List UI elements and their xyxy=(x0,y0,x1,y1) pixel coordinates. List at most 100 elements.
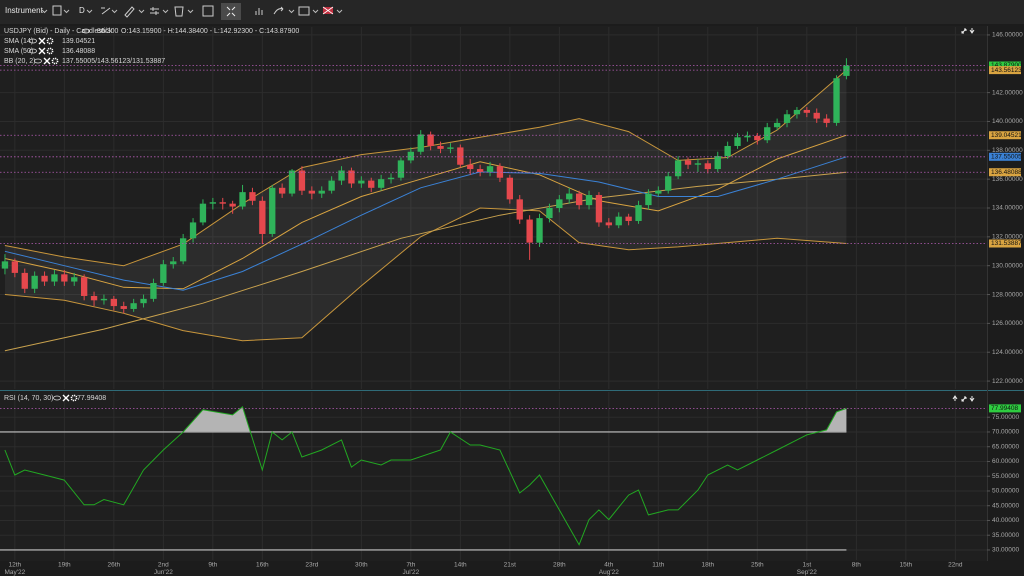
settings-icon[interactable] xyxy=(46,37,54,45)
move-down-icon[interactable] xyxy=(969,28,975,34)
indicator-line xyxy=(4,156,847,291)
settings-icon[interactable] xyxy=(70,394,78,402)
y-tick-label: 132.00000 xyxy=(992,234,1023,241)
y-tick-label: 65.00000 xyxy=(992,443,1019,450)
candle-body xyxy=(714,156,721,170)
x-tick-label: 18th xyxy=(702,562,715,569)
caret xyxy=(63,9,70,14)
x-tick-label: 25th xyxy=(751,562,764,569)
move-up-icon[interactable] xyxy=(952,395,958,401)
x-tick-label: 2nd xyxy=(158,562,169,569)
remove-icon[interactable] xyxy=(38,47,46,55)
candle-body xyxy=(516,199,523,220)
candle-body xyxy=(754,135,761,141)
layout-icon[interactable] xyxy=(202,5,214,17)
candle-body xyxy=(546,208,553,219)
candle-body xyxy=(90,295,98,301)
candle-body xyxy=(655,190,662,194)
x-tick-label: 14th xyxy=(454,562,467,569)
candle-body xyxy=(595,195,603,223)
x-tick-month: Jun'22 xyxy=(154,569,173,576)
y-tick-label: 75.00000 xyxy=(992,414,1019,421)
candle-body xyxy=(793,109,801,115)
candle-body xyxy=(615,216,622,226)
candle-body xyxy=(328,180,335,191)
share-icon[interactable] xyxy=(273,6,284,15)
caret xyxy=(86,9,93,14)
legend-entry: SMA (14) xyxy=(4,38,33,45)
interval-button[interactable]: D xyxy=(79,6,85,15)
visibility-icon[interactable] xyxy=(29,48,37,54)
y-tick-label: 134.00000 xyxy=(992,205,1023,212)
settings-icon[interactable] xyxy=(46,47,54,55)
candle-body xyxy=(605,222,612,226)
candle-body xyxy=(556,199,563,208)
caret xyxy=(162,9,169,14)
candle-body xyxy=(61,274,68,282)
visibility-icon[interactable] xyxy=(29,38,37,44)
y-tick-label: 130.00000 xyxy=(992,262,1023,269)
price-label-box xyxy=(989,131,1021,140)
price-label: 137.55005 xyxy=(991,154,1022,161)
y-tick-label: 140.00000 xyxy=(992,118,1023,125)
ohlc-readout: O:143.15900 - H:144.38400 - L:142.92300 … xyxy=(121,28,299,35)
y-tick-label: 45.00000 xyxy=(992,502,1019,509)
remove-icon[interactable] xyxy=(38,37,46,45)
pencil-icon[interactable] xyxy=(124,6,135,18)
y-tick-label: 60.00000 xyxy=(992,458,1019,465)
settings-icon[interactable] xyxy=(51,57,59,65)
indicators-icon[interactable] xyxy=(150,7,159,15)
delete-icon[interactable] xyxy=(174,6,184,17)
candle-body xyxy=(486,166,494,172)
legend-entry: BB (20, 2) xyxy=(4,58,36,65)
candle-body xyxy=(496,166,504,178)
candle-body xyxy=(387,177,395,180)
bar-icon[interactable] xyxy=(255,8,263,15)
candle-body xyxy=(665,176,672,191)
x-tick-label: 30th xyxy=(355,562,368,569)
candle-body xyxy=(358,180,365,184)
candle-body xyxy=(318,190,325,194)
y-tick-label: 30.00000 xyxy=(992,547,1019,554)
y-tick-label: 138.00000 xyxy=(992,147,1023,154)
rsi-value: 77.99408 xyxy=(77,395,106,402)
visibility-icon[interactable] xyxy=(53,395,61,401)
visibility-icon[interactable] xyxy=(34,58,42,64)
candle-body xyxy=(11,261,19,273)
draw-line-icon[interactable] xyxy=(101,7,111,15)
instrument-button[interactable]: Instrument xyxy=(5,6,44,15)
bollinger-band-fill xyxy=(4,70,847,341)
candle-body xyxy=(41,275,48,282)
candle-body xyxy=(575,193,583,206)
x-tick-label: 26th xyxy=(108,562,121,569)
window-icon[interactable] xyxy=(298,6,310,16)
maximize-icon[interactable] xyxy=(961,28,967,34)
toolbar-bg xyxy=(0,0,1024,24)
active-button[interactable] xyxy=(221,3,241,20)
maximize-icon[interactable] xyxy=(961,396,967,402)
candle-body xyxy=(377,179,385,188)
x-tick-label: 16th xyxy=(256,562,269,569)
visibility-icon[interactable] xyxy=(82,28,90,34)
bollinger-upper xyxy=(4,69,847,267)
candle-body xyxy=(437,145,444,149)
x-tick-month: Sep'22 xyxy=(797,569,817,576)
remove-icon[interactable] xyxy=(43,57,51,65)
x-tick-label: 22nd xyxy=(948,562,963,569)
candle-body xyxy=(219,202,226,204)
chart-type-icon[interactable] xyxy=(52,5,62,16)
price-label: 143.87900 xyxy=(991,62,1022,69)
candle-body xyxy=(140,298,147,304)
candle-body xyxy=(833,78,840,123)
x-tick-label: 12th xyxy=(9,562,22,569)
candle-body xyxy=(823,118,830,123)
remove-icon[interactable] xyxy=(62,394,70,402)
candle-body xyxy=(308,190,316,194)
candle-body xyxy=(31,275,38,289)
move-down-icon[interactable] xyxy=(969,396,975,402)
candle-body xyxy=(170,261,177,265)
flag-cross xyxy=(322,6,334,15)
legend-value: 139.04521 xyxy=(62,38,95,45)
candle-body xyxy=(189,222,197,239)
